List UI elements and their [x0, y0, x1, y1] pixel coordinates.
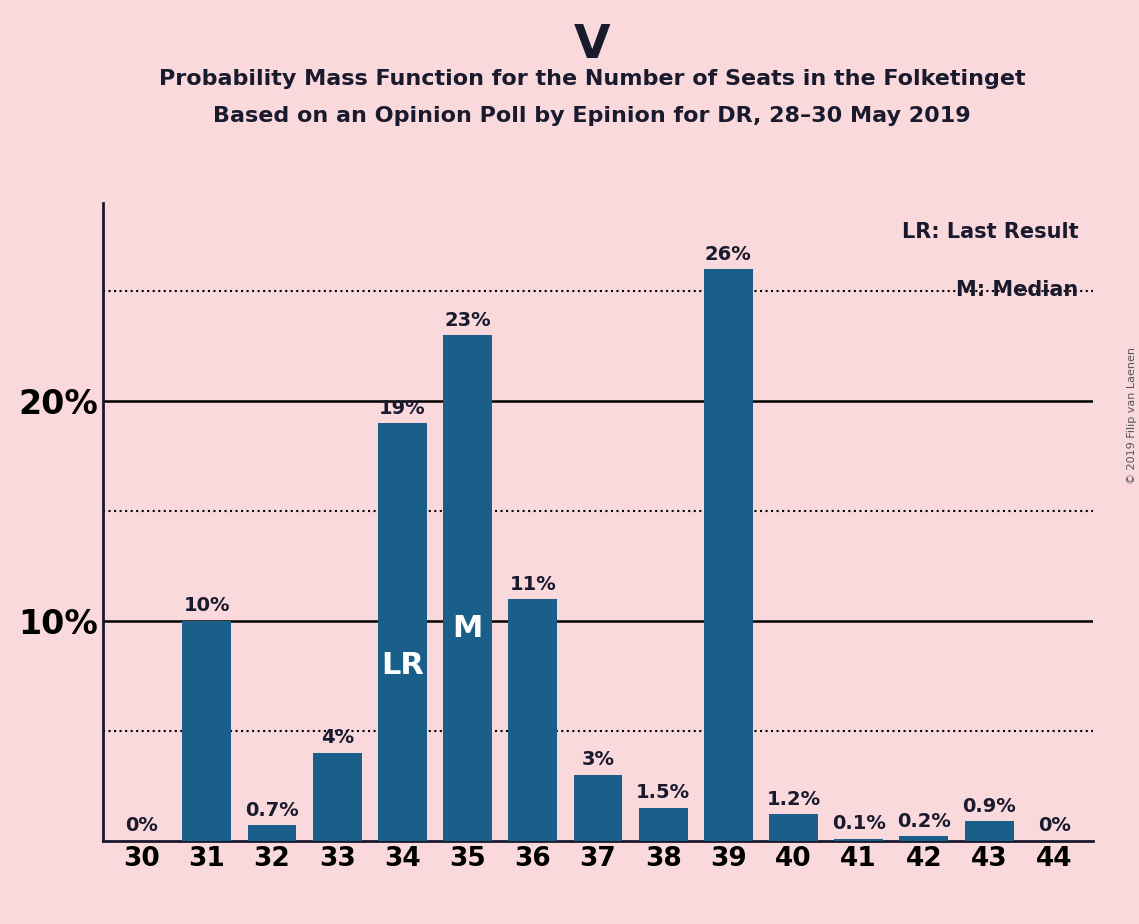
Bar	[247, 825, 296, 841]
Text: Probability Mass Function for the Number of Seats in the Folketinget: Probability Mass Function for the Number…	[159, 69, 1025, 90]
Text: 3%: 3%	[582, 750, 614, 770]
Bar	[574, 775, 622, 841]
Bar	[965, 821, 1014, 841]
Text: 0.7%: 0.7%	[245, 801, 298, 820]
Bar	[378, 423, 427, 841]
Text: 23%: 23%	[444, 310, 491, 330]
Text: 10%: 10%	[183, 597, 230, 615]
Text: M: Median: M: Median	[957, 280, 1079, 299]
Bar	[443, 335, 492, 841]
Text: 0.9%: 0.9%	[962, 796, 1016, 816]
Bar	[900, 836, 949, 841]
Bar	[704, 269, 753, 841]
Text: 0.1%: 0.1%	[831, 814, 886, 833]
Bar	[508, 599, 557, 841]
Bar	[313, 753, 362, 841]
Text: 11%: 11%	[509, 575, 556, 593]
Text: LR: Last Result: LR: Last Result	[902, 223, 1079, 242]
Bar	[834, 839, 883, 841]
Text: LR: LR	[380, 650, 424, 680]
Text: M: M	[452, 614, 483, 643]
Text: 1.2%: 1.2%	[767, 790, 820, 809]
Text: 1.5%: 1.5%	[636, 784, 690, 802]
Text: 0%: 0%	[125, 816, 158, 835]
Text: Based on an Opinion Poll by Epinion for DR, 28–30 May 2019: Based on an Opinion Poll by Epinion for …	[213, 106, 972, 127]
Text: V: V	[574, 23, 611, 68]
Bar	[639, 808, 688, 841]
Text: 19%: 19%	[379, 398, 426, 418]
Bar	[769, 814, 818, 841]
Text: 0%: 0%	[1038, 816, 1071, 835]
Text: 4%: 4%	[321, 728, 354, 748]
Text: 26%: 26%	[705, 245, 752, 263]
Text: © 2019 Filip van Laenen: © 2019 Filip van Laenen	[1126, 347, 1137, 484]
Bar	[182, 621, 231, 841]
Text: 0.2%: 0.2%	[898, 812, 951, 831]
